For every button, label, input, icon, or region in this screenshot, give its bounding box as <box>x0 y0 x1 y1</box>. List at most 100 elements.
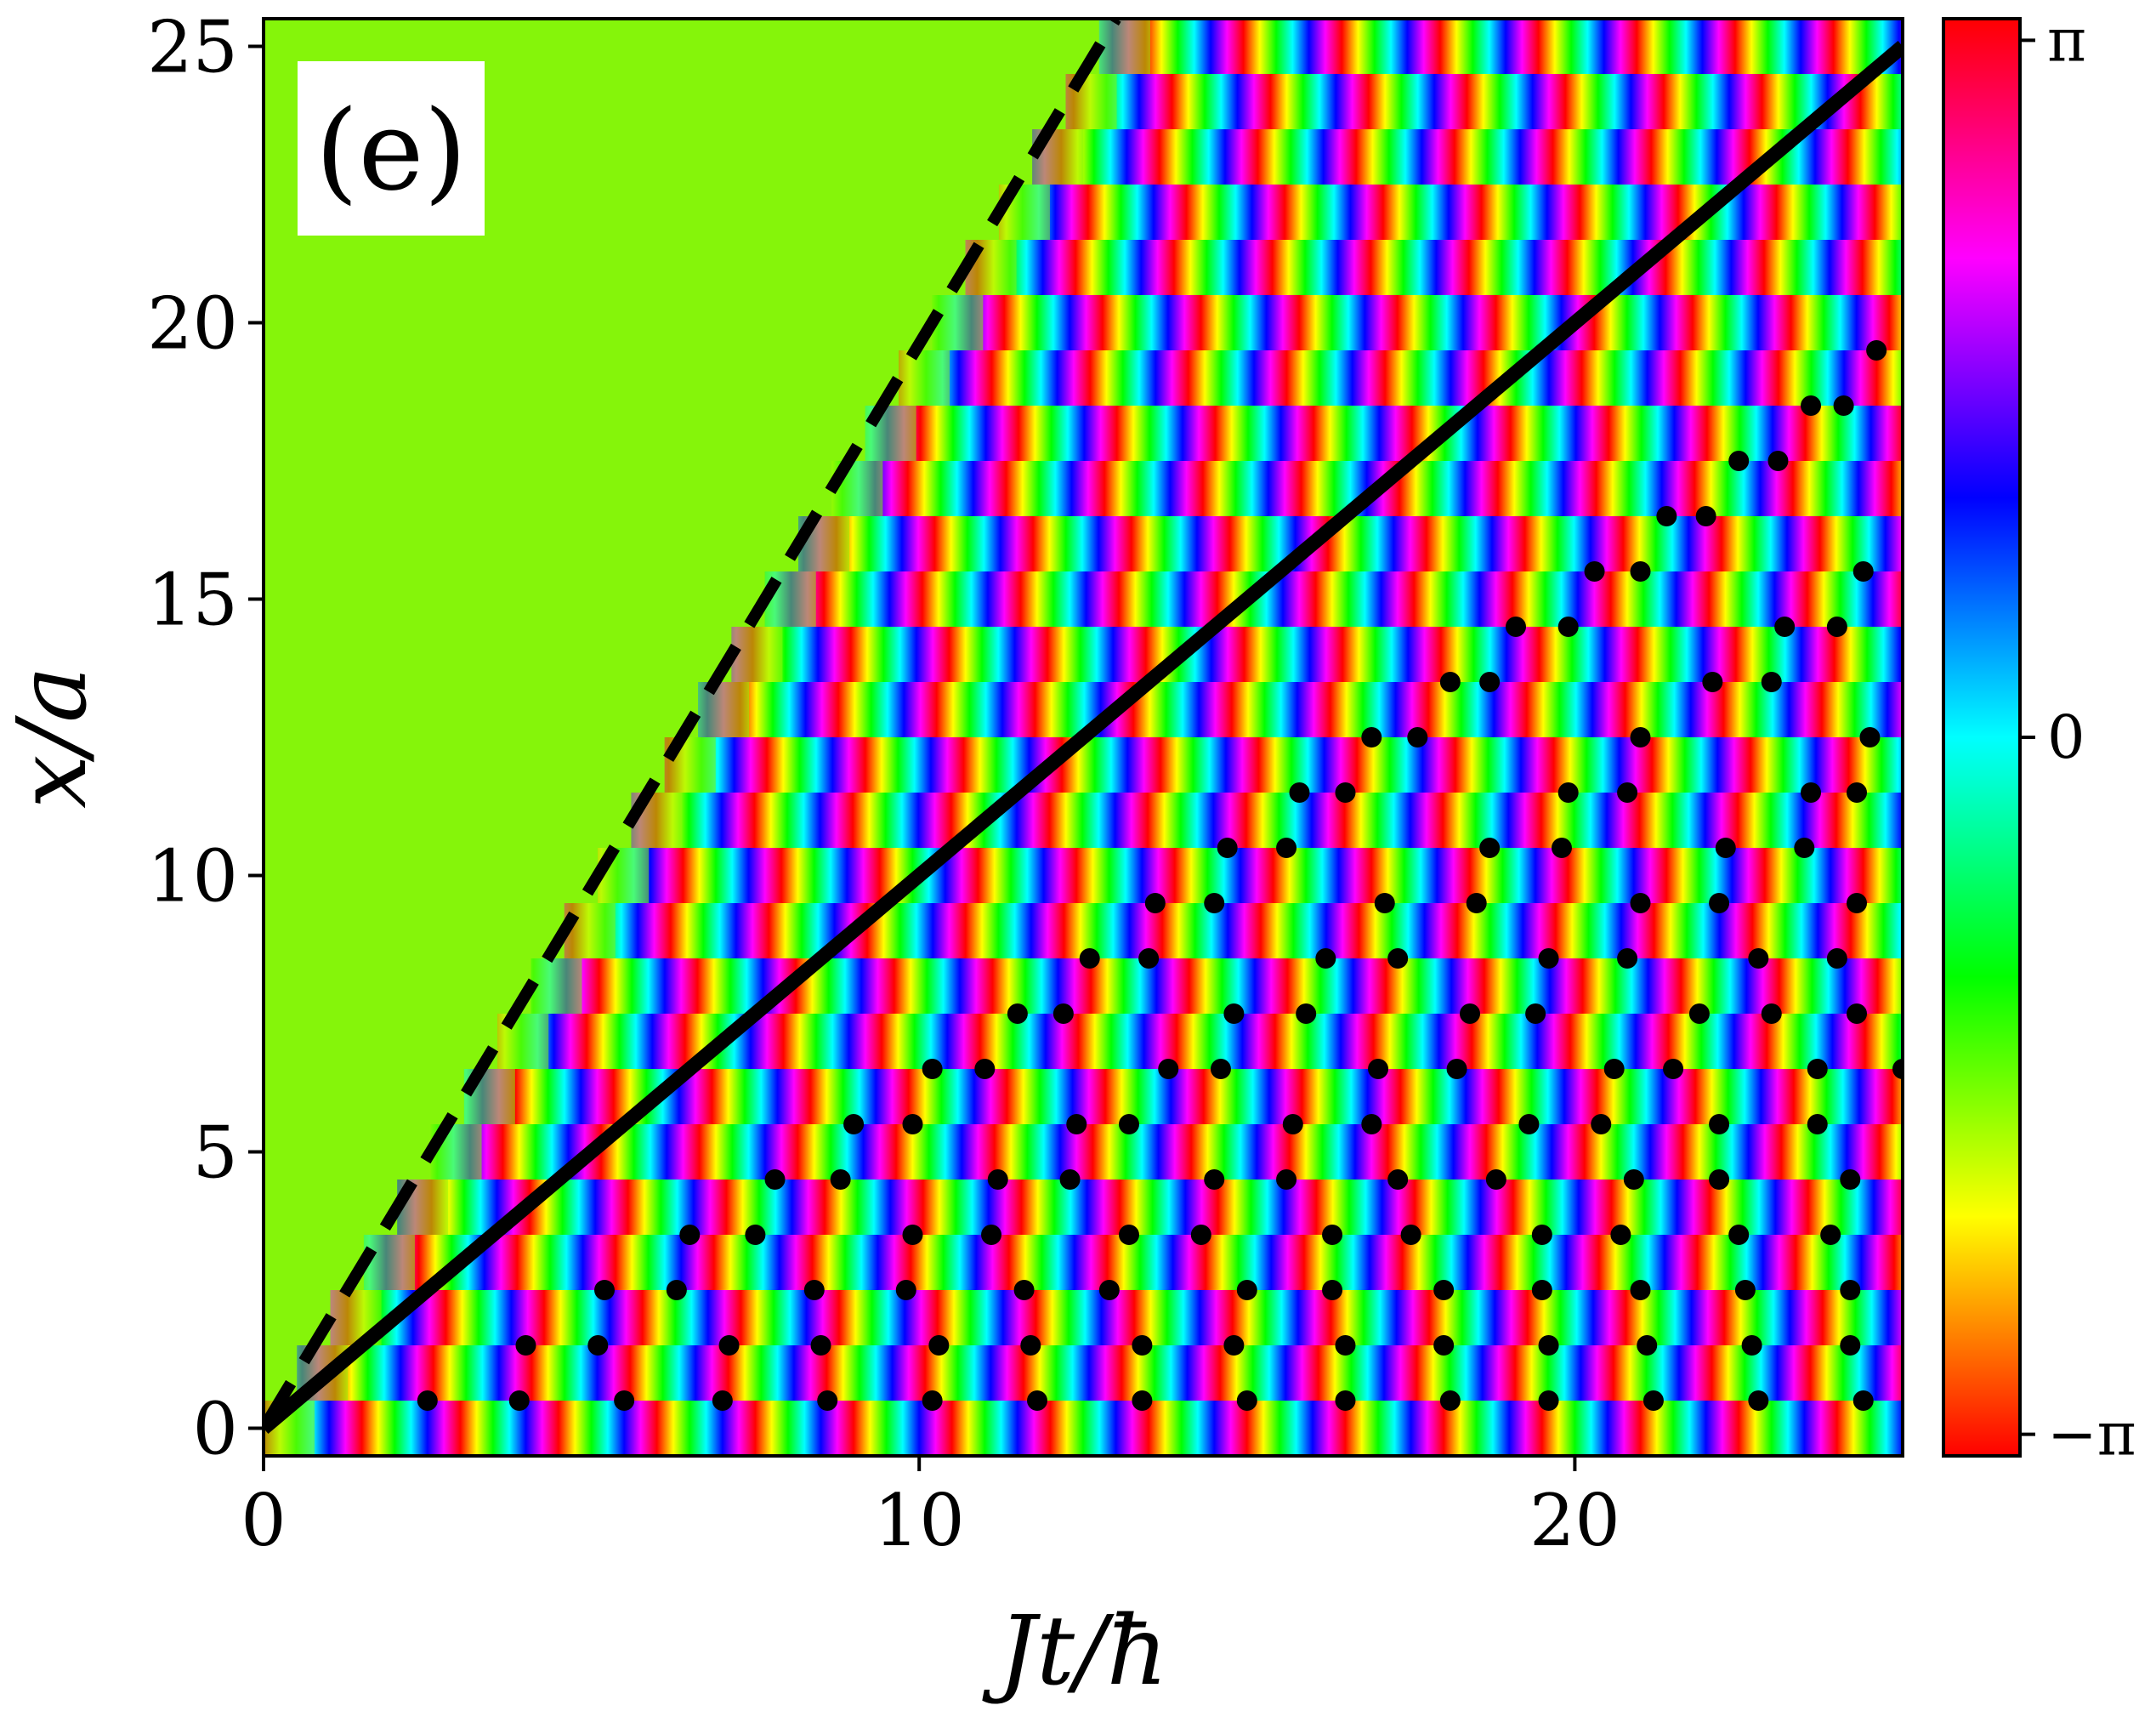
vortex-point <box>1584 561 1605 582</box>
phase-band <box>932 295 1903 350</box>
vortex-point <box>810 1335 831 1356</box>
phase-bands <box>264 19 1903 1456</box>
y-tick-label: 25 <box>147 6 238 89</box>
light-cone-lines <box>264 19 1903 1434</box>
vortex-point <box>1859 727 1881 747</box>
vortex-point <box>1820 1225 1841 1245</box>
vortex-point <box>1315 948 1336 969</box>
vortex-point <box>987 1169 1008 1190</box>
vortex-point <box>1485 1169 1506 1190</box>
vortex-point <box>1204 893 1225 913</box>
vortex-point <box>843 1114 865 1134</box>
y-tick-label: 15 <box>147 559 238 642</box>
vortex-point <box>1709 1114 1730 1134</box>
front-fade <box>698 682 750 737</box>
y-tick-label: 0 <box>193 1388 238 1471</box>
vortex-point <box>1505 617 1526 637</box>
vortex-point <box>1223 1003 1245 1024</box>
vortex-point <box>1688 1003 1710 1024</box>
vortex-point <box>1322 1225 1343 1245</box>
front-fade <box>899 350 950 406</box>
vortex-point <box>1741 1335 1762 1356</box>
y-axis-label: x/a <box>0 666 108 809</box>
solid-front-line <box>264 41 1903 1434</box>
vortex-point <box>1466 893 1487 913</box>
vortex-point <box>1132 1335 1153 1356</box>
vortex-point <box>922 1390 943 1411</box>
vortex-point <box>745 1225 766 1245</box>
phase-band <box>397 1180 1903 1235</box>
vortex-point <box>1190 1225 1211 1245</box>
panel-label-box <box>298 61 485 236</box>
y-tick-label: 20 <box>147 282 238 366</box>
vortex-point <box>1020 1335 1041 1356</box>
vortex-point <box>1368 1059 1389 1079</box>
phase-band <box>965 240 1903 295</box>
vortex-point <box>1748 1390 1769 1411</box>
vortex-points <box>417 340 1903 1411</box>
vortex-point <box>1538 948 1559 969</box>
vortex-point <box>1728 451 1750 471</box>
vortex-point <box>1013 1280 1035 1300</box>
vortex-point <box>1557 617 1579 637</box>
x-axis: 0 10 20 <box>241 1456 1620 1562</box>
vortex-point <box>1610 1225 1631 1245</box>
vortex-point <box>1709 1169 1730 1190</box>
phase-band <box>764 571 1903 627</box>
vortex-point <box>594 1280 616 1300</box>
vortex-point <box>1892 1059 1903 1079</box>
vortex-point <box>902 1225 923 1245</box>
vortex-point <box>803 1280 825 1300</box>
vortex-point <box>1118 1225 1139 1245</box>
vortex-point <box>1840 1335 1861 1356</box>
phase-band <box>297 1345 1903 1401</box>
vortex-point <box>1322 1280 1343 1300</box>
vortex-point <box>1617 948 1638 969</box>
vortex-point <box>1223 1335 1245 1356</box>
vortex-point <box>1617 782 1638 803</box>
vortex-point <box>1210 1059 1231 1079</box>
phase-band <box>264 1401 1903 1456</box>
plot-frame <box>262 17 1904 1458</box>
vortex-point <box>1847 782 1868 803</box>
vortex-point <box>1748 948 1769 969</box>
vortex-point <box>1066 1114 1087 1134</box>
vortex-point <box>1847 893 1868 913</box>
phase-band <box>698 682 1903 737</box>
phase-band <box>1065 74 1903 129</box>
vortex-point <box>1630 893 1651 913</box>
colorbar-tick-label: π <box>2047 5 2086 75</box>
vortex-point <box>1335 1335 1356 1356</box>
phase-band <box>998 185 1903 240</box>
vortex-point <box>1643 1390 1664 1411</box>
vortex-point <box>1852 561 1874 582</box>
vortex-point <box>1551 838 1572 858</box>
vortex-point <box>1400 1225 1421 1245</box>
vortex-point <box>1479 672 1501 692</box>
vortex-point <box>1866 340 1887 361</box>
vortex-point <box>922 1059 943 1079</box>
vortex-point <box>1761 1003 1782 1024</box>
vortex-point <box>902 1114 923 1134</box>
vortex-point <box>1715 838 1736 858</box>
front-fade <box>564 903 616 958</box>
vortex-point <box>1591 1114 1612 1134</box>
vortex-point <box>1098 1280 1120 1300</box>
front-fade <box>932 295 984 350</box>
vortex-point <box>1289 782 1310 803</box>
vortex-point <box>1826 617 1847 637</box>
front-fade <box>530 958 582 1014</box>
vortex-point <box>1132 1390 1153 1411</box>
x-tick-label: 0 <box>241 1479 286 1562</box>
vortex-point <box>928 1335 950 1356</box>
vortex-point <box>830 1169 851 1190</box>
vortex-point <box>1538 1335 1559 1356</box>
plot-area <box>264 19 1903 1456</box>
phase-band <box>598 848 1903 903</box>
vortex-point <box>1217 838 1238 858</box>
vortex-point <box>1623 1169 1644 1190</box>
y-tick-label: 5 <box>193 1111 238 1195</box>
vortex-point <box>1387 1169 1409 1190</box>
front-fade <box>731 627 783 682</box>
